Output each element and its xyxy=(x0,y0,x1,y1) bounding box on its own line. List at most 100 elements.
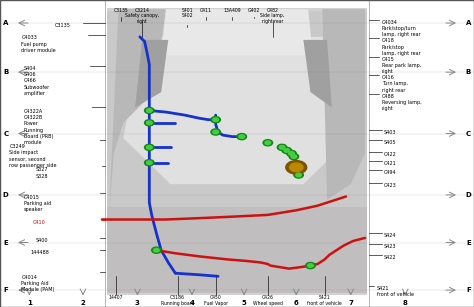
Text: C450
Fuel Vapor
Vent Valve: C450 Fuel Vapor Vent Valve xyxy=(204,295,228,307)
Text: C3249
Side impact
sensor, second
row passenger side: C3249 Side impact sensor, second row pas… xyxy=(9,144,57,168)
Circle shape xyxy=(286,161,307,174)
Text: 5: 5 xyxy=(242,300,246,306)
Text: S401
S402: S401 S402 xyxy=(182,8,193,18)
Circle shape xyxy=(211,117,220,123)
Text: C411: C411 xyxy=(200,8,212,13)
Text: A: A xyxy=(465,20,471,26)
Polygon shape xyxy=(123,37,351,184)
Text: S403: S403 xyxy=(384,130,396,135)
Text: 4: 4 xyxy=(190,300,194,306)
Text: C422: C422 xyxy=(384,152,397,157)
Circle shape xyxy=(290,163,303,172)
Circle shape xyxy=(239,135,245,138)
Bar xyxy=(107,207,370,293)
Text: 2: 2 xyxy=(81,300,85,306)
Text: 7: 7 xyxy=(348,300,353,306)
Text: S423: S423 xyxy=(384,244,396,249)
Circle shape xyxy=(146,161,152,165)
Text: B: B xyxy=(465,69,471,75)
Text: C3135: C3135 xyxy=(55,23,70,28)
Circle shape xyxy=(306,262,315,269)
Circle shape xyxy=(279,146,285,149)
Circle shape xyxy=(293,165,299,169)
Text: C4033
Fuel pump
driver module: C4033 Fuel pump driver module xyxy=(21,35,56,53)
Text: C: C xyxy=(466,130,471,137)
Text: 13A409: 13A409 xyxy=(223,8,241,13)
Circle shape xyxy=(277,144,287,150)
Text: C3186
Running board
motor, right: C3186 Running board motor, right xyxy=(161,295,194,307)
Circle shape xyxy=(152,247,161,253)
Circle shape xyxy=(289,152,294,155)
Text: S327
S328: S327 S328 xyxy=(36,167,48,178)
Text: 1: 1 xyxy=(27,300,32,306)
Circle shape xyxy=(308,264,313,267)
Text: D: D xyxy=(465,192,471,198)
Polygon shape xyxy=(322,9,365,200)
Circle shape xyxy=(145,107,154,114)
Circle shape xyxy=(294,172,303,178)
Circle shape xyxy=(289,154,299,160)
Circle shape xyxy=(287,150,296,157)
Text: 144488: 144488 xyxy=(31,250,50,255)
Text: 3: 3 xyxy=(135,300,140,306)
Circle shape xyxy=(211,129,220,135)
Polygon shape xyxy=(303,40,332,107)
Text: C421: C421 xyxy=(384,161,397,166)
Circle shape xyxy=(146,121,152,125)
Circle shape xyxy=(237,134,246,140)
Text: 8: 8 xyxy=(403,300,408,306)
Circle shape xyxy=(213,118,219,122)
Text: S400: S400 xyxy=(36,238,48,243)
Text: C4322A
C4322B
Power
Running
Board (PRB)
module: C4322A C4322B Power Running Board (PRB) … xyxy=(24,109,53,145)
Text: A: A xyxy=(3,20,9,26)
FancyBboxPatch shape xyxy=(107,11,367,293)
Text: S421
front of vehicle: S421 front of vehicle xyxy=(377,286,414,297)
Circle shape xyxy=(146,146,152,149)
Circle shape xyxy=(263,140,273,146)
Polygon shape xyxy=(109,9,166,215)
Text: B: B xyxy=(3,69,9,75)
Text: C4034
Park/stop/turn
lamp, right rear: C4034 Park/stop/turn lamp, right rear xyxy=(382,20,420,37)
Circle shape xyxy=(282,147,292,154)
Text: C3135: C3135 xyxy=(113,8,128,13)
Polygon shape xyxy=(161,9,313,55)
Bar xyxy=(0,0,107,307)
Text: S424: S424 xyxy=(384,233,396,238)
Text: C416
Turn lamp,
right rear: C416 Turn lamp, right rear xyxy=(382,75,408,93)
Text: D: D xyxy=(3,192,9,198)
Bar xyxy=(367,0,474,307)
Circle shape xyxy=(213,130,219,134)
Circle shape xyxy=(292,164,301,170)
Text: C418
Park/stop
lamp, right rear: C418 Park/stop lamp, right rear xyxy=(382,38,420,56)
Circle shape xyxy=(265,141,271,145)
Text: C488
Reversing lamp,
right: C488 Reversing lamp, right xyxy=(382,94,421,111)
Polygon shape xyxy=(135,40,168,107)
Text: C: C xyxy=(3,130,8,137)
Text: C3214
Safety canopy,
right: C3214 Safety canopy, right xyxy=(125,8,159,24)
Text: C494: C494 xyxy=(384,170,397,175)
Text: F: F xyxy=(3,287,8,293)
Text: C4015
Parking aid
speaker: C4015 Parking aid speaker xyxy=(24,195,51,212)
Text: C410: C410 xyxy=(33,220,46,224)
Circle shape xyxy=(145,120,154,126)
Text: 14407: 14407 xyxy=(109,295,123,300)
Bar xyxy=(104,8,370,295)
Circle shape xyxy=(145,160,154,166)
Text: E: E xyxy=(3,239,8,246)
Text: 6: 6 xyxy=(294,300,299,306)
Text: C415
Rear park lamp,
right: C415 Rear park lamp, right xyxy=(382,57,421,74)
Text: C4014
Parking Aid
Module (PAM): C4014 Parking Aid Module (PAM) xyxy=(21,275,55,292)
Text: G402: G402 xyxy=(247,8,260,13)
Circle shape xyxy=(291,155,297,158)
Text: C423: C423 xyxy=(384,183,397,188)
Text: E: E xyxy=(466,239,471,246)
Text: S404
S406
C466
Subwoofer
amplifier: S404 S406 C466 Subwoofer amplifier xyxy=(24,66,50,96)
Text: S421
front of vehicle: S421 front of vehicle xyxy=(307,295,342,306)
Circle shape xyxy=(154,248,159,252)
Circle shape xyxy=(296,173,301,177)
Text: F: F xyxy=(466,287,471,293)
Text: S405: S405 xyxy=(384,140,396,145)
Text: S422: S422 xyxy=(384,255,396,260)
Circle shape xyxy=(146,109,152,112)
Text: C426
Wheel speed
sensor, right rear: C426 Wheel speed sensor, right rear xyxy=(248,295,288,307)
